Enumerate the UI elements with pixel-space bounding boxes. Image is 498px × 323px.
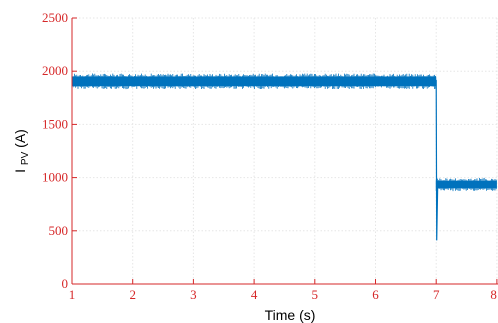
x-axis-title: Time (s): [265, 307, 316, 323]
y-tick-label: 1500: [42, 116, 68, 131]
grid: [72, 17, 498, 284]
series-layer: [71, 73, 497, 241]
y-tick-label: 500: [49, 223, 69, 238]
axes: [71, 17, 498, 285]
y-tick-label: 2500: [42, 10, 68, 25]
x-tick-label: 4: [251, 287, 258, 302]
x-tick-label: 6: [372, 287, 379, 302]
y-axis-title-subscript: PV: [20, 151, 31, 165]
x-tick-label: 7: [433, 287, 440, 302]
x-tick-label: 1: [69, 287, 76, 302]
y-axis-title-unit: (A): [12, 129, 28, 148]
x-tick-labels: 1 2 3 4 5 6 7 8: [69, 287, 497, 302]
y-axis-title: I PV (A): [12, 129, 31, 173]
x-tick-label: 5: [312, 287, 319, 302]
y-tick-label: 1000: [42, 170, 68, 185]
x-tick-label: 3: [190, 287, 197, 302]
y-tick-label: 2000: [42, 63, 68, 78]
y-tick-labels: 0 500 1000 1500 2000 2500: [42, 10, 68, 291]
x-tick-label: 8: [490, 287, 497, 302]
y-tick-label: 0: [62, 276, 69, 291]
series-transient: [435, 79, 439, 241]
x-tick-label: 2: [129, 287, 136, 302]
y-axis-title-main: I: [12, 169, 28, 173]
